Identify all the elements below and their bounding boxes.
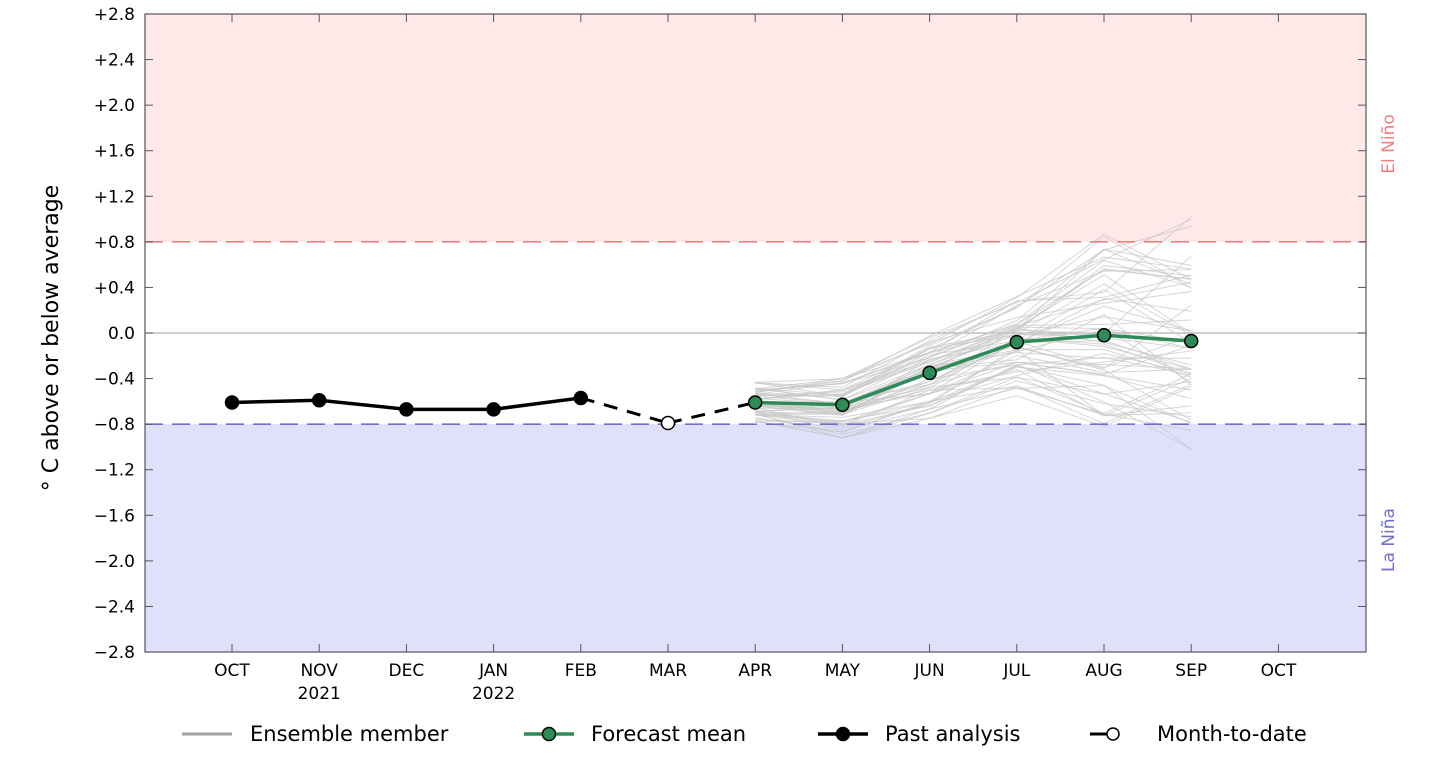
x-tick-label: MAY <box>825 661 861 681</box>
y-tick-label: −2.0 <box>94 552 135 572</box>
axes: +2.8 +2.4 +2.0 +1.6 +1.2 +0.8 +0.4 0.0 −0.4 −0.8 −… <box>94 5 1367 704</box>
y-tick-label: +0.8 <box>94 233 135 253</box>
forecast-mean-point <box>1009 334 1025 350</box>
ensemble-member-line <box>755 386 1192 439</box>
past-to-mtd-connector <box>580 396 669 425</box>
y-tick-label: −2.4 <box>94 597 135 617</box>
ensemble-member-line <box>755 268 1192 401</box>
past-analysis-point <box>311 392 327 408</box>
past-analysis-series <box>224 390 589 417</box>
past-analysis-point <box>224 395 240 410</box>
ensemble-member-line <box>755 369 1192 425</box>
ensemble-member-line <box>755 333 1192 409</box>
y-tick-label: +1.6 <box>94 142 135 162</box>
past-analysis-point <box>399 402 414 417</box>
x-tick-label: JUN <box>914 661 945 681</box>
y-tick-label: −0.4 <box>94 370 135 390</box>
x-tick-label: MAR <box>649 661 687 681</box>
ensemble-member-line <box>755 384 1192 439</box>
threshold-bands <box>145 14 1366 652</box>
ensemble-member-line <box>755 264 1192 396</box>
legend-ensemble-label: Ensemble member <box>250 722 449 746</box>
y-tick-label: +2.8 <box>94 5 135 25</box>
ensemble-member-line <box>755 365 1192 450</box>
ensemble-member-line <box>755 256 1192 393</box>
ensemble-member-line <box>755 350 1192 415</box>
legend-item-mtd: Month-to-date <box>1090 722 1307 746</box>
la-nina-label: La Niña <box>1379 508 1399 572</box>
month-to-date-point <box>660 415 676 431</box>
ensemble-member-line <box>755 340 1192 405</box>
el-nino-band <box>145 14 1366 242</box>
legend: Ensemble member Forecast mean Past analy… <box>182 722 1307 746</box>
ensemble-member-line <box>755 218 1192 383</box>
legend-item-past: Past analysis <box>818 722 1020 746</box>
forecast-mean-series <box>747 328 1199 413</box>
legend-item-forecast: Forecast mean <box>524 722 746 746</box>
la-nina-band <box>145 424 1366 652</box>
ensemble-member-line <box>755 281 1192 397</box>
forecast-mean-point <box>747 395 763 410</box>
legend-past-marker <box>835 726 851 742</box>
ensemble-member-line <box>755 290 1192 392</box>
y-tick-label: +2.0 <box>94 96 135 116</box>
y-tick-label: +1.2 <box>94 187 135 207</box>
forecast-mean-point <box>1096 328 1112 343</box>
y-tick-label: −2.8 <box>94 643 135 663</box>
legend-forecast-marker <box>541 726 557 742</box>
x-tick-label: JAN <box>478 661 508 681</box>
ensemble-member-line <box>755 385 1192 418</box>
ensemble-member-line <box>755 329 1192 414</box>
mtd-to-forecast-connector <box>667 401 756 425</box>
ensemble-member-line <box>755 373 1192 436</box>
threshold-lines <box>145 241 1366 425</box>
ensemble-member-line <box>755 259 1192 390</box>
ensemble-member-line <box>755 363 1192 450</box>
forecast-mean-point <box>835 397 850 413</box>
ensemble-member-line <box>755 225 1192 391</box>
ensemble-member-line <box>755 216 1192 388</box>
x-tick-label: JUL <box>1002 661 1030 681</box>
y-tick-label: +2.4 <box>94 51 135 71</box>
y-tick-label: −1.6 <box>94 506 135 526</box>
y-tick-label: −0.8 <box>94 415 135 435</box>
past-analysis-point <box>486 402 501 417</box>
x-tick-label: AUG <box>1085 661 1122 681</box>
x-tick-year-label: 2021 <box>298 684 341 704</box>
ensemble-member-line <box>755 383 1192 425</box>
legend-mtd-label: Month-to-date <box>1157 722 1307 746</box>
forecast-mean-point <box>922 365 937 381</box>
x-tick-label: SEP <box>1175 661 1207 681</box>
ensemble-member-line <box>755 288 1192 397</box>
y-tick-label: −1.2 <box>94 461 135 481</box>
legend-mtd-marker <box>1106 727 1120 741</box>
y-tick-label: 0.0 <box>108 324 135 344</box>
x-tick-label: OCT <box>214 661 250 681</box>
legend-item-ensemble: Ensemble member <box>182 722 449 746</box>
el-nino-label: El Niño <box>1379 114 1399 173</box>
x-tick-label: OCT <box>1261 661 1297 681</box>
x-tick-label: NOV <box>300 661 338 681</box>
month-to-date-series <box>580 396 756 431</box>
legend-forecast-label: Forecast mean <box>591 722 746 746</box>
forecast-mean-line <box>755 333 1192 407</box>
y-tick-label: +0.4 <box>94 278 135 298</box>
x-tick-label: DEC <box>389 661 425 681</box>
x-tick-label: APR <box>738 661 772 681</box>
forecast-mean-point <box>1183 333 1199 349</box>
ensemble-member-line <box>755 352 1192 416</box>
x-tick-year-label: 2022 <box>472 684 515 704</box>
y-axis-label: ° C above or below average <box>39 185 64 491</box>
x-tick-label: FEB <box>565 661 597 681</box>
legend-past-label: Past analysis <box>885 722 1020 746</box>
